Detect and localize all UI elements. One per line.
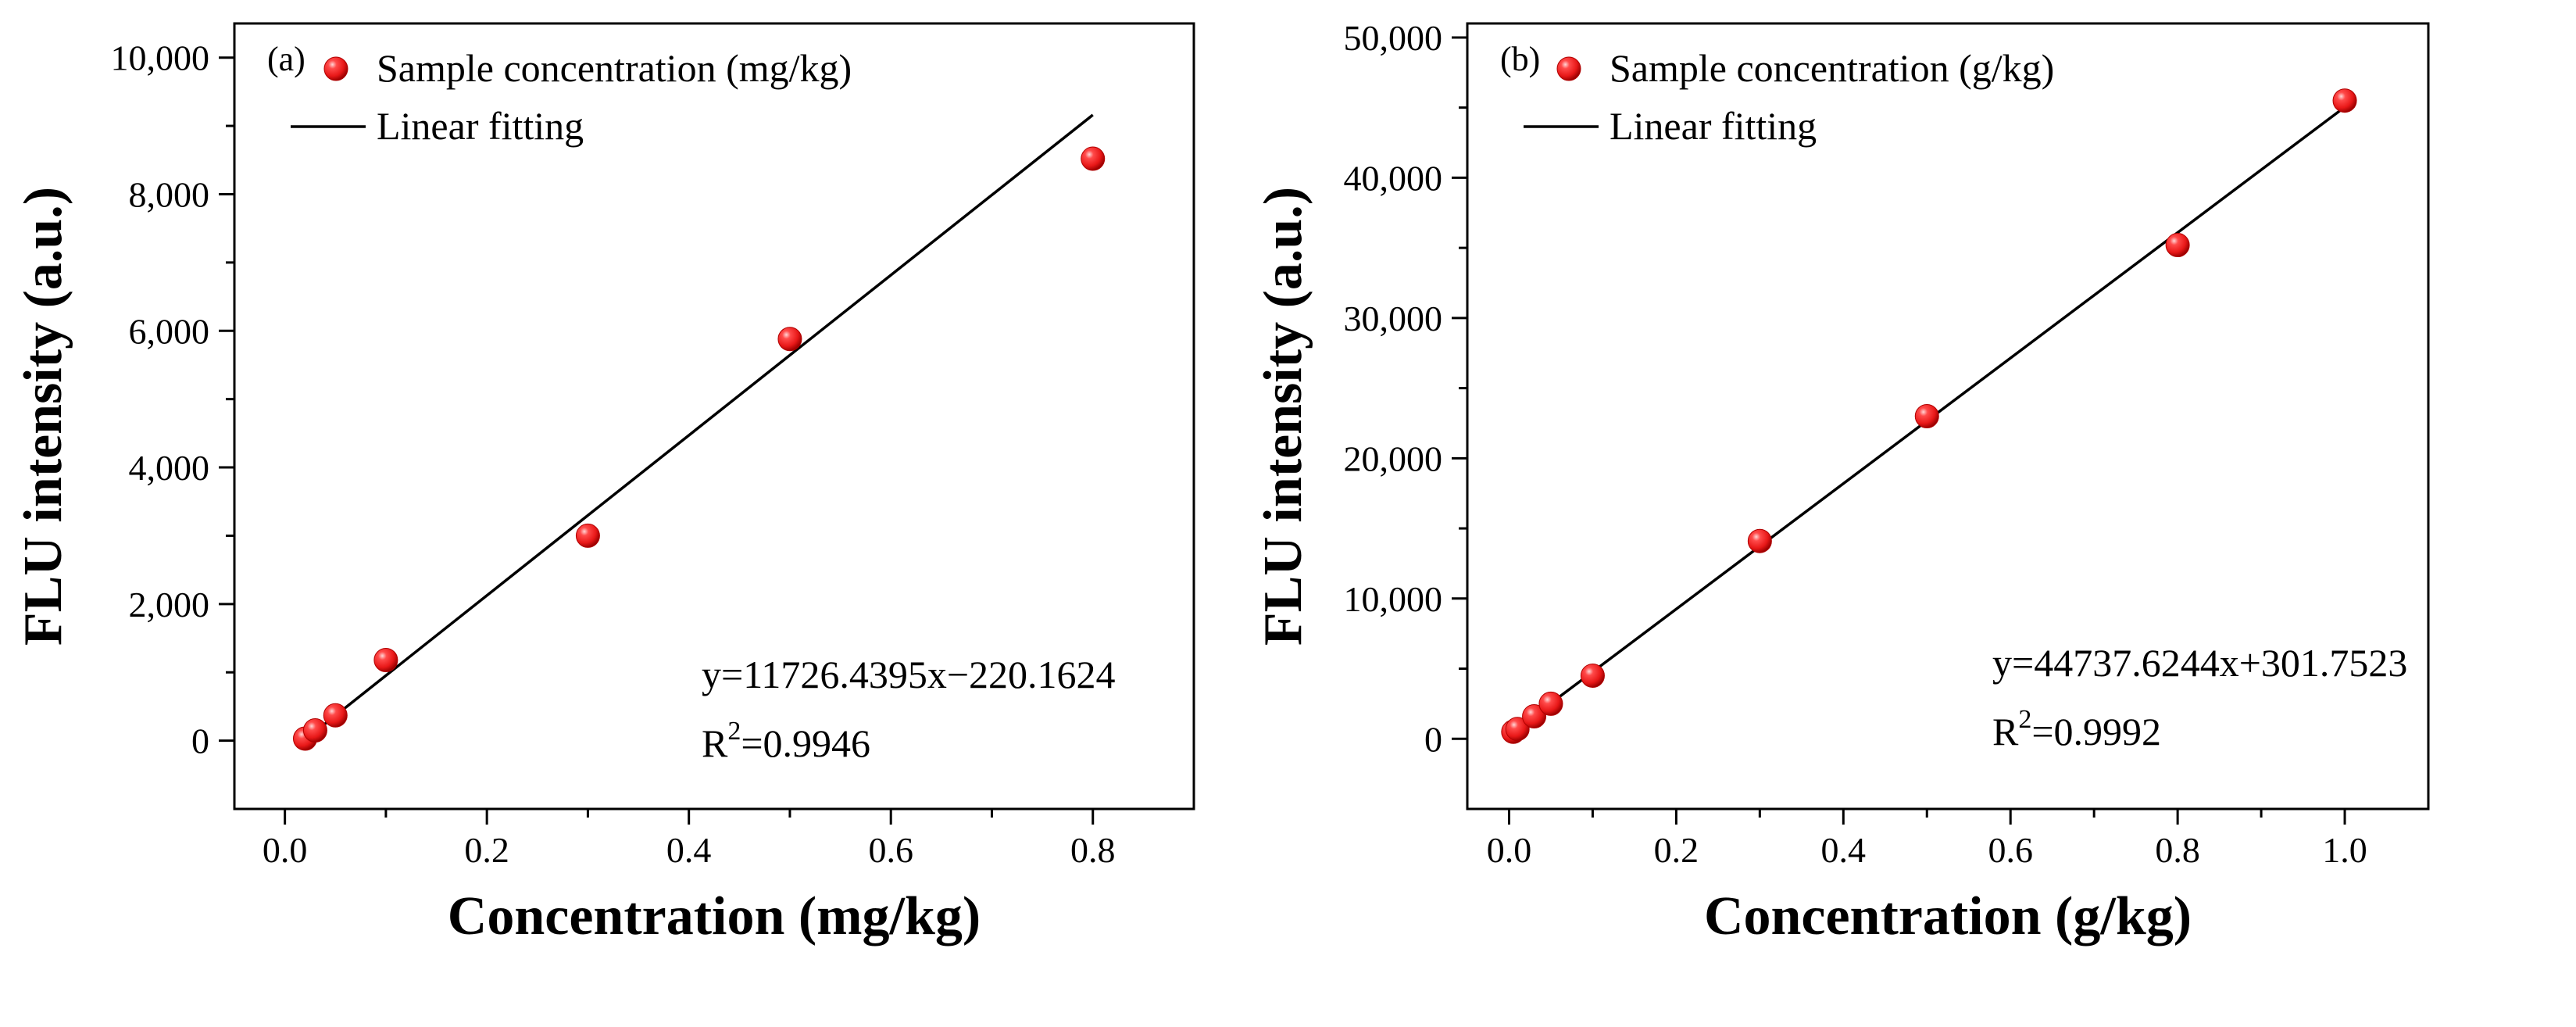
data-point [777, 327, 802, 352]
plot-frame [233, 22, 1195, 811]
data-point [1081, 146, 1106, 171]
x-tick-label: 0.0 [1487, 830, 1532, 870]
chart-panel-b: 0.0 0.2 0.4 0.6 0.8 1.0 0 10,000 20,000 30,000 40,… [1253, 18, 2430, 946]
r-squared: R2=0.9992 [1992, 705, 2161, 753]
data-point [1538, 691, 1563, 716]
y-tick-label: 10,000 [111, 38, 210, 78]
y-axis-title: FLU intensity (a.u.) [1253, 187, 1313, 646]
data-point [2165, 233, 2190, 258]
plot-frame [1466, 22, 2430, 811]
x-tick-label: 0.8 [2155, 830, 2200, 870]
x-tick-label: 0.4 [666, 830, 712, 870]
x-tick-label: 1.0 [2322, 830, 2367, 870]
panel-label: (a) [267, 40, 305, 78]
r-squared: R2=0.9946 [702, 717, 870, 765]
x-tick-label: 0.4 [1821, 830, 1867, 870]
legend-marker-scatter [1556, 56, 1581, 81]
legend-marker-scatter [323, 56, 348, 81]
x-axis-title: Concentration (mg/kg) [448, 886, 981, 946]
data-point [1747, 528, 1772, 553]
legend-label-line: Linear fitting [377, 104, 584, 148]
r-squared-value: =0.9946 [741, 721, 870, 765]
r-squared-superscript: 2 [2018, 705, 2031, 734]
r-squared-value: =0.9992 [2031, 710, 2161, 753]
y-tick-label: 0 [191, 721, 209, 761]
legend-label-scatter: Sample concentration (g/kg) [1610, 46, 2054, 90]
y-tick-label: 30,000 [1344, 299, 1443, 338]
data-point [373, 647, 398, 672]
data-point [1505, 717, 1530, 742]
y-tick-label: 50,000 [1344, 18, 1443, 58]
y-axis-title: FLU intensity (a.u.) [13, 187, 73, 646]
y-tick-label: 40,000 [1344, 158, 1443, 198]
x-tick-label: 0.6 [1988, 830, 2033, 870]
fit-line [304, 113, 1094, 741]
panel-label: (b) [1500, 40, 1540, 78]
data-point [2332, 88, 2357, 113]
legend-label-scatter: Sample concentration (mg/kg) [377, 46, 852, 90]
x-tick-label: 0.0 [263, 830, 308, 870]
r-squared-symbol: R [1992, 710, 2019, 753]
y-tick-label: 4,000 [129, 448, 210, 488]
data-point [302, 718, 327, 743]
data-point [323, 703, 348, 728]
data-point [1580, 664, 1605, 689]
x-tick-label: 0.2 [1654, 830, 1699, 870]
data-point [575, 523, 600, 548]
data-point [1522, 704, 1547, 729]
x-tick-label: 0.6 [868, 830, 913, 870]
y-tick-label: 8,000 [129, 174, 210, 214]
y-tick-label: 6,000 [129, 311, 210, 351]
y-tick-label: 10,000 [1344, 579, 1443, 619]
legend-label-line: Linear fitting [1610, 104, 1817, 148]
y-tick-label: 0 [1424, 719, 1442, 759]
fit-equation: y=11726.4395x−220.1624 [702, 653, 1116, 696]
data-point [1914, 404, 1939, 428]
r-squared-superscript: 2 [727, 717, 741, 746]
y-tick-label: 20,000 [1344, 438, 1443, 478]
fit-equation: y=44737.6244x+301.7523 [1992, 641, 2407, 685]
x-axis-title: Concentration (g/kg) [1704, 886, 2192, 946]
x-tick-label: 0.2 [464, 830, 509, 870]
y-tick-label: 2,000 [129, 585, 210, 624]
r-squared-symbol: R [702, 721, 728, 765]
chart-panel-a: 0.0 0.2 0.4 0.6 0.8 0 2,000 4,000 6,000 8,000 10,0… [13, 22, 1195, 946]
x-tick-label: 0.8 [1070, 830, 1116, 870]
